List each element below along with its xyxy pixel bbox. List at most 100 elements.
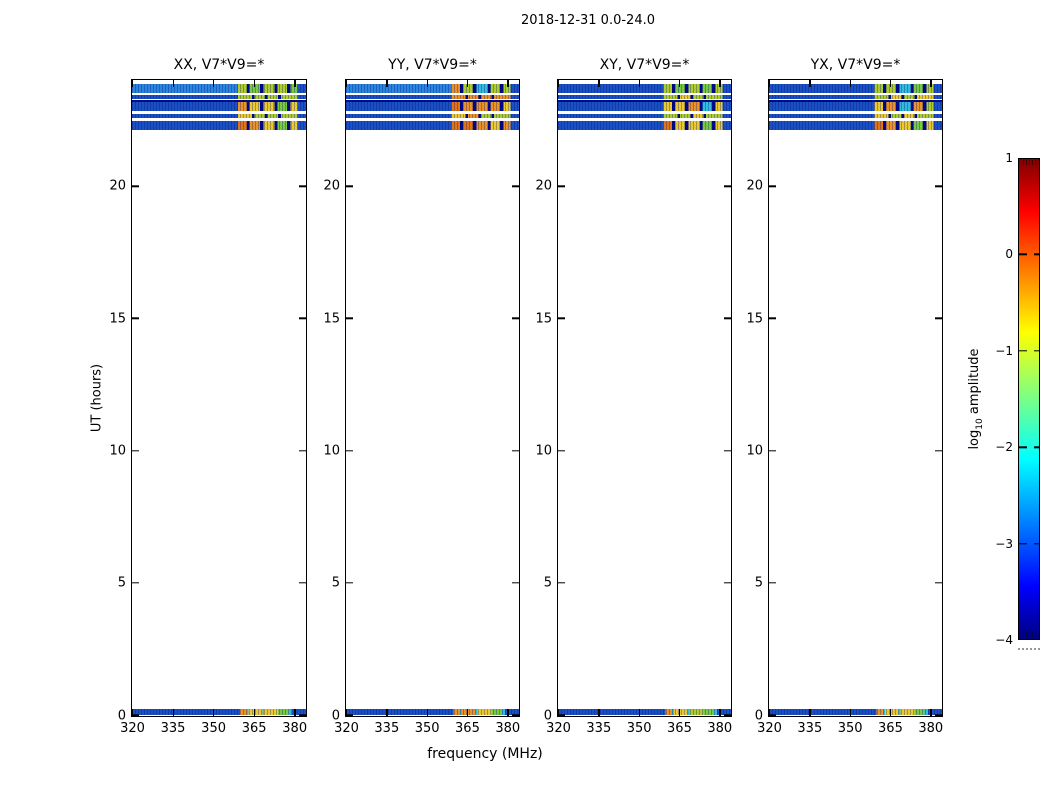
y-tick [724, 714, 731, 716]
figure-title: 2018-12-31 0.0-24.0 [521, 13, 655, 28]
heatmap-panel-yx [768, 79, 943, 717]
y-tick [769, 317, 776, 320]
x-tick [809, 709, 811, 716]
y-tick [346, 450, 353, 452]
x-tick [253, 80, 256, 87]
x-tick-label: 335 [160, 721, 186, 736]
y-tick-label: 15 [109, 311, 126, 327]
x-tick [213, 709, 215, 716]
colorbar-tick [1034, 253, 1039, 256]
y-tick [512, 582, 519, 584]
y-tick [299, 185, 306, 187]
x-tick [558, 709, 560, 716]
y-tick [299, 714, 306, 716]
x-tick [132, 80, 134, 87]
x-tick [172, 709, 174, 716]
heatmap-stripe [769, 95, 942, 99]
x-tick [769, 80, 771, 87]
x-tick [346, 80, 348, 87]
heatmap-stripe [346, 100, 519, 102]
y-tick [512, 450, 519, 452]
y-tick [346, 185, 353, 187]
heatmap-panel-yy [345, 79, 520, 717]
x-tick [386, 80, 388, 87]
heatmap-stripe [558, 121, 731, 130]
y-tick [769, 185, 776, 187]
x-tick [849, 80, 852, 87]
y-tick-label: 5 [543, 575, 552, 591]
heatmap-stripe [769, 102, 942, 111]
x-tick-label: 380 [918, 721, 944, 736]
x-tick [426, 80, 429, 87]
y-tick [935, 714, 942, 716]
y-tick [346, 317, 353, 320]
y-tick-label: 15 [323, 311, 340, 327]
y-tick-label: 5 [331, 575, 340, 591]
x-tick [507, 709, 509, 716]
colorbar-end-hatch [1023, 160, 1024, 165]
heatmap-panel-xy [557, 79, 732, 717]
colorbar-tick-label: −4 [995, 633, 1013, 647]
colorbar-end-hatch [1023, 632, 1024, 637]
heatmap-stripe [558, 102, 731, 111]
y-tick [132, 714, 139, 716]
y-tick-label: 10 [109, 443, 126, 459]
y-tick [299, 450, 306, 452]
y-tick [724, 317, 731, 320]
x-tick [507, 80, 509, 87]
x-tick-label: 320 [334, 721, 359, 736]
x-tick-label: 350 [201, 721, 227, 736]
panel-title-xy: XY, V7*V9=* [599, 57, 690, 73]
colorbar-tick [1034, 542, 1039, 545]
y-tick [558, 450, 565, 452]
x-tick [294, 709, 296, 716]
colorbar-tick-label: −2 [995, 440, 1013, 455]
heatmap-stripe [132, 102, 306, 111]
x-tick-label: 365 [878, 721, 903, 736]
heatmap-stripe [769, 100, 942, 102]
x-tick-label: 320 [757, 721, 782, 736]
y-tick-label: 20 [535, 178, 552, 194]
x-tick [598, 709, 600, 716]
y-tick [512, 317, 519, 320]
y-tick [935, 317, 942, 320]
y-tick [132, 450, 139, 452]
x-axis-label: frequency (MHz) [427, 746, 543, 762]
colorbar-label-suffix: amplitude [967, 348, 983, 419]
x-tick-label: 350 [626, 721, 652, 736]
x-tick-label: 335 [586, 721, 612, 736]
y-tick-label: 20 [109, 178, 126, 194]
y-tick [512, 185, 519, 187]
y-tick [346, 582, 353, 584]
colorbar-tick-label: 0 [1005, 247, 1013, 262]
y-tick-label: 20 [746, 178, 763, 194]
x-tick [719, 80, 721, 87]
colorbar-tick [1019, 542, 1027, 545]
x-tick [769, 709, 771, 716]
colorbar-tick-label: −1 [995, 343, 1013, 358]
y-tick [769, 714, 776, 716]
y-tick-label: 0 [117, 708, 126, 723]
heatmap-stripe [346, 102, 519, 111]
x-tick [294, 80, 296, 87]
y-tick-label: 10 [323, 443, 340, 459]
y-tick [346, 714, 353, 716]
heatmap-stripe [346, 121, 519, 130]
x-tick-label: 320 [120, 721, 145, 736]
x-tick-label: 380 [282, 721, 308, 736]
y-tick [935, 450, 942, 452]
x-tick-label: 365 [455, 721, 480, 736]
y-tick [935, 185, 942, 187]
y-tick [132, 185, 139, 187]
x-tick [678, 80, 681, 87]
x-tick [930, 80, 932, 87]
colorbar-label-prefix: log [967, 429, 983, 450]
colorbar-tick-label: −3 [995, 536, 1013, 551]
y-tick [132, 317, 139, 320]
colorbar [1018, 158, 1040, 640]
heatmap-stripe [132, 709, 306, 715]
colorbar-end-hatch [1026, 632, 1027, 637]
x-tick [889, 709, 892, 716]
x-tick [598, 80, 600, 87]
y-tick-label: 0 [754, 708, 763, 723]
